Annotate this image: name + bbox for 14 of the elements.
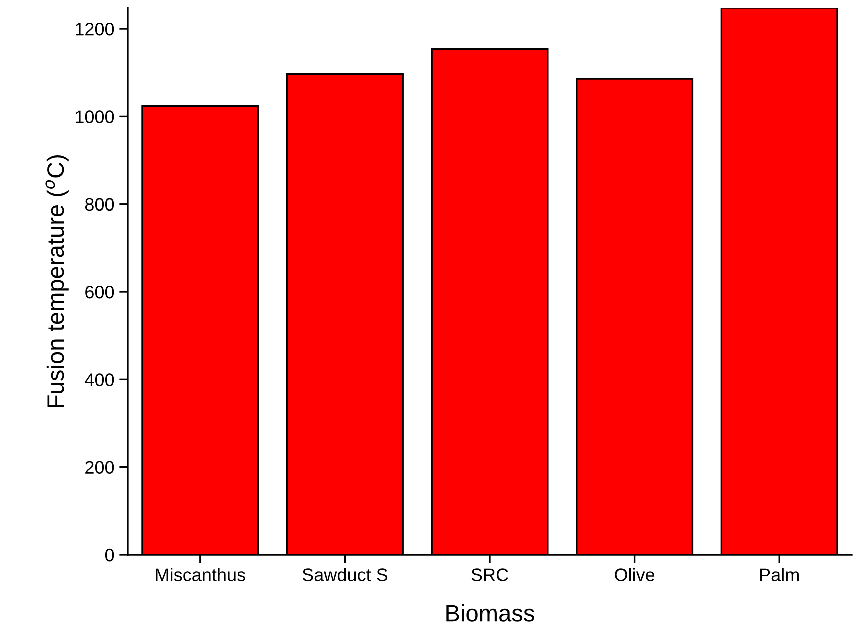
- x-tick-label: Sawduct S: [302, 568, 388, 582]
- x-tick-label: Palm: [760, 568, 799, 582]
- y-tick-label: 400: [85, 374, 114, 386]
- y-tick-label: 0: [105, 548, 114, 562]
- x-tick-label: Olive: [615, 568, 655, 582]
- x-axis-title: Biomass: [446, 604, 534, 622]
- y-tick-label: 600: [86, 286, 114, 299]
- y-tick-label: 200: [86, 461, 114, 474]
- y-tick-label: 1200: [76, 22, 114, 36]
- y-axis-title: Fusion temperature ($^{o}$C): [46, 156, 69, 408]
- y-tick-label: 800: [85, 198, 114, 212]
- x-tick-label: SRC: [472, 568, 508, 582]
- y-tick-label: 1000: [76, 110, 114, 124]
- x-tick-label: Miscanthus: [156, 568, 246, 582]
